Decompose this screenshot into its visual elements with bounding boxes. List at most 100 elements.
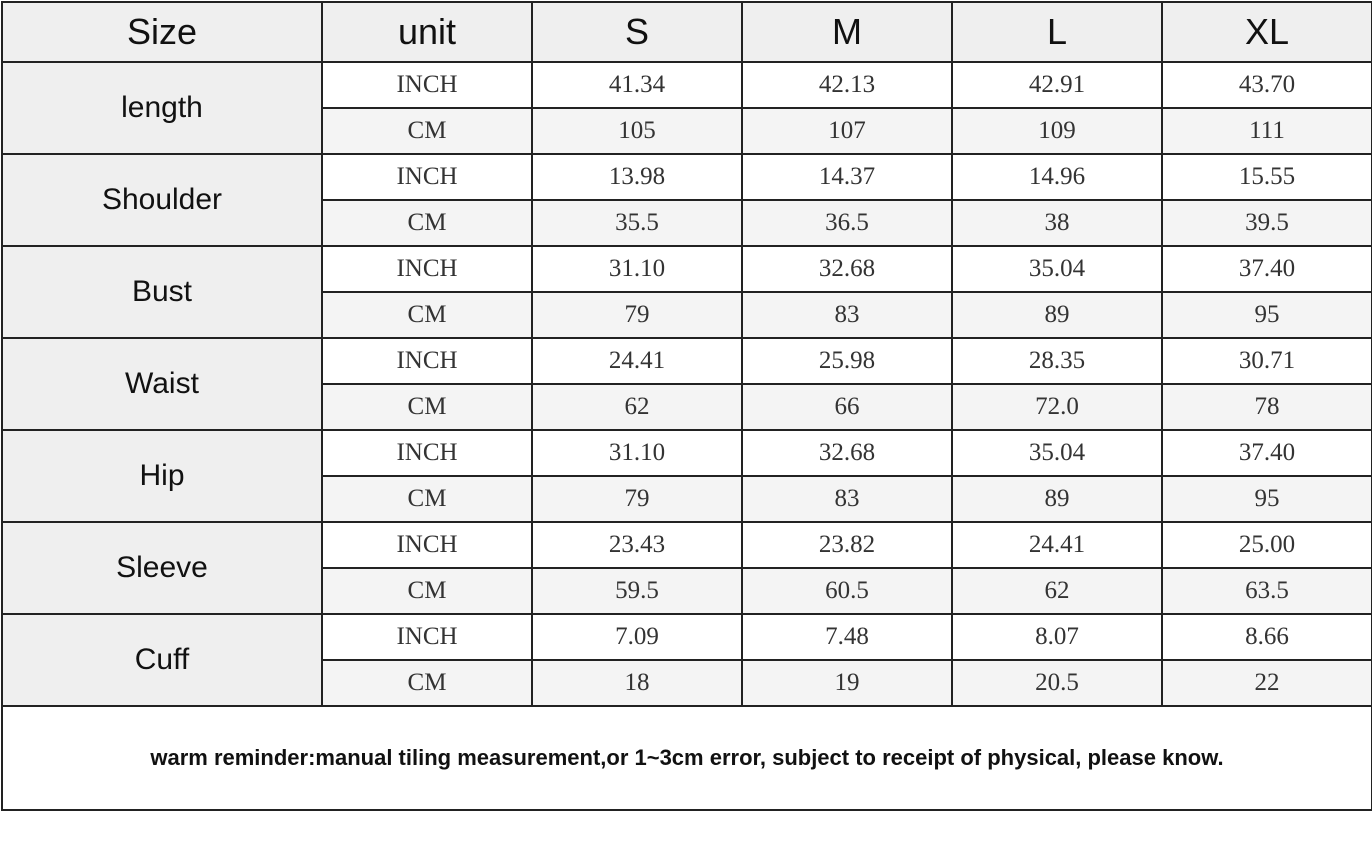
value-cell: 89 [951, 475, 1163, 523]
value-cell: 36.5 [741, 199, 953, 247]
data-row: Shoulder INCH 13.98 14.37 14.96 15.55 [1, 153, 1372, 247]
note: warm reminder:manual tiling measurement,… [1, 705, 1372, 811]
value-cell: 13.98 [531, 153, 743, 201]
measure-label: Bust [1, 245, 323, 339]
measure-label: Hip [1, 429, 323, 523]
unit-cell: INCH [321, 613, 533, 661]
value-cell: 72.0 [951, 383, 1163, 431]
value-cell: 32.68 [741, 429, 953, 477]
value-cell: 89 [951, 291, 1163, 339]
value-cell: 7.48 [741, 613, 953, 661]
value-cell: 107 [741, 107, 953, 155]
value-cell: 8.07 [951, 613, 1163, 661]
unit-cell: INCH [321, 61, 533, 109]
value-cell: 28.35 [951, 337, 1163, 385]
value-cell: 8.66 [1161, 613, 1372, 661]
header-cell: S [531, 1, 743, 63]
value-cell: 30.71 [1161, 337, 1372, 385]
unit-cell: CM [321, 199, 533, 247]
value-cell: 35.04 [951, 429, 1163, 477]
unit-cell: INCH [321, 153, 533, 201]
header-cell: unit [321, 1, 533, 63]
value-cell: 62 [951, 567, 1163, 615]
unit-cell: INCH [321, 245, 533, 293]
value-cell: 24.41 [951, 521, 1163, 569]
unit-cell: INCH [321, 337, 533, 385]
data-row: CM 79 83 89 95 [2, 291, 1372, 339]
value-cell: 37.40 [1161, 429, 1372, 477]
measure-label: Cuff [1, 613, 323, 707]
value-cell: 31.10 [531, 245, 743, 293]
value-cell: 63.5 [1161, 567, 1372, 615]
value-cell: 14.96 [951, 153, 1163, 201]
unit-cell: INCH [321, 521, 533, 569]
unit-cell: CM [321, 291, 533, 339]
value-cell: 31.10 [531, 429, 743, 477]
unit-cell: INCH [321, 429, 533, 477]
value-cell: 20.5 [951, 659, 1163, 707]
measure-label: Waist [1, 337, 323, 431]
data-row: CM 59.5 60.5 62 63.5 [2, 567, 1372, 615]
measure-label: Shoulder [1, 153, 323, 247]
value-cell: 15.55 [1161, 153, 1372, 201]
value-cell: 37.40 [1161, 245, 1372, 293]
value-cell: 83 [741, 475, 953, 523]
value-cell: 23.43 [531, 521, 743, 569]
value-cell: 25.00 [1161, 521, 1372, 569]
header-cell: XL [1161, 1, 1372, 63]
value-cell: 35.04 [951, 245, 1163, 293]
value-cell: 109 [951, 107, 1163, 155]
header-row: Size unit S M L XL [1, 1, 1372, 63]
value-cell: 24.41 [531, 337, 743, 385]
header-cell: Size [1, 1, 323, 63]
data-row: length INCH 41.34 42.13 42.91 43.70 [1, 61, 1372, 155]
data-row: CM 105 107 109 111 [2, 107, 1372, 155]
value-cell: 38 [951, 199, 1163, 247]
unit-cell: CM [321, 475, 533, 523]
value-cell: 41.34 [531, 61, 743, 109]
value-cell: 105 [531, 107, 743, 155]
unit-cell: CM [321, 107, 533, 155]
data-row: CM 62 66 72.0 78 [2, 383, 1372, 431]
measure-label: Sleeve [1, 521, 323, 615]
value-cell: 78 [1161, 383, 1372, 431]
note-row: warm reminder:manual tiling measurement,… [1, 705, 1372, 811]
data-row: Waist INCH 24.41 25.98 28.35 30.71 [1, 337, 1372, 431]
value-cell: 22 [1161, 659, 1372, 707]
value-cell: 7.09 [531, 613, 743, 661]
data-row: CM 35.5 36.5 38 39.5 [2, 199, 1372, 247]
value-cell: 42.13 [741, 61, 953, 109]
data-row: Cuff INCH 7.09 7.48 8.07 8.66 [1, 613, 1372, 707]
value-cell: 83 [741, 291, 953, 339]
value-cell: 62 [531, 383, 743, 431]
value-cell: 42.91 [951, 61, 1163, 109]
measure-label: length [1, 61, 323, 155]
value-cell: 95 [1161, 475, 1372, 523]
data-row: CM 79 83 89 95 [2, 475, 1372, 523]
unit-cell: CM [321, 659, 533, 707]
value-cell: 79 [531, 475, 743, 523]
value-cell: 66 [741, 383, 953, 431]
value-cell: 43.70 [1161, 61, 1372, 109]
size-table: Size unit S M L XL length INCH 41.34 42.13 42.91 43… [1, 1, 1372, 811]
data-row: Sleeve INCH 23.43 23.82 24.41 25.00 [1, 521, 1372, 615]
value-cell: 60.5 [741, 567, 953, 615]
unit-cell: CM [321, 567, 533, 615]
value-cell: 79 [531, 291, 743, 339]
value-cell: 19 [741, 659, 953, 707]
unit-cell: CM [321, 383, 533, 431]
value-cell: 95 [1161, 291, 1372, 339]
value-cell: 23.82 [741, 521, 953, 569]
value-cell: 25.98 [741, 337, 953, 385]
value-cell: 35.5 [531, 199, 743, 247]
table-body: Size unit S M L XL length INCH 41.34 42.13 42.91 43… [1, 1, 1372, 811]
value-cell: 18 [531, 659, 743, 707]
value-cell: 39.5 [1161, 199, 1372, 247]
value-cell: 14.37 [741, 153, 953, 201]
data-row: Bust INCH 31.10 32.68 35.04 37.40 [1, 245, 1372, 339]
data-row: CM 18 19 20.5 22 [2, 659, 1372, 707]
value-cell: 59.5 [531, 567, 743, 615]
header-cell: M [741, 1, 953, 63]
value-cell: 111 [1161, 107, 1372, 155]
